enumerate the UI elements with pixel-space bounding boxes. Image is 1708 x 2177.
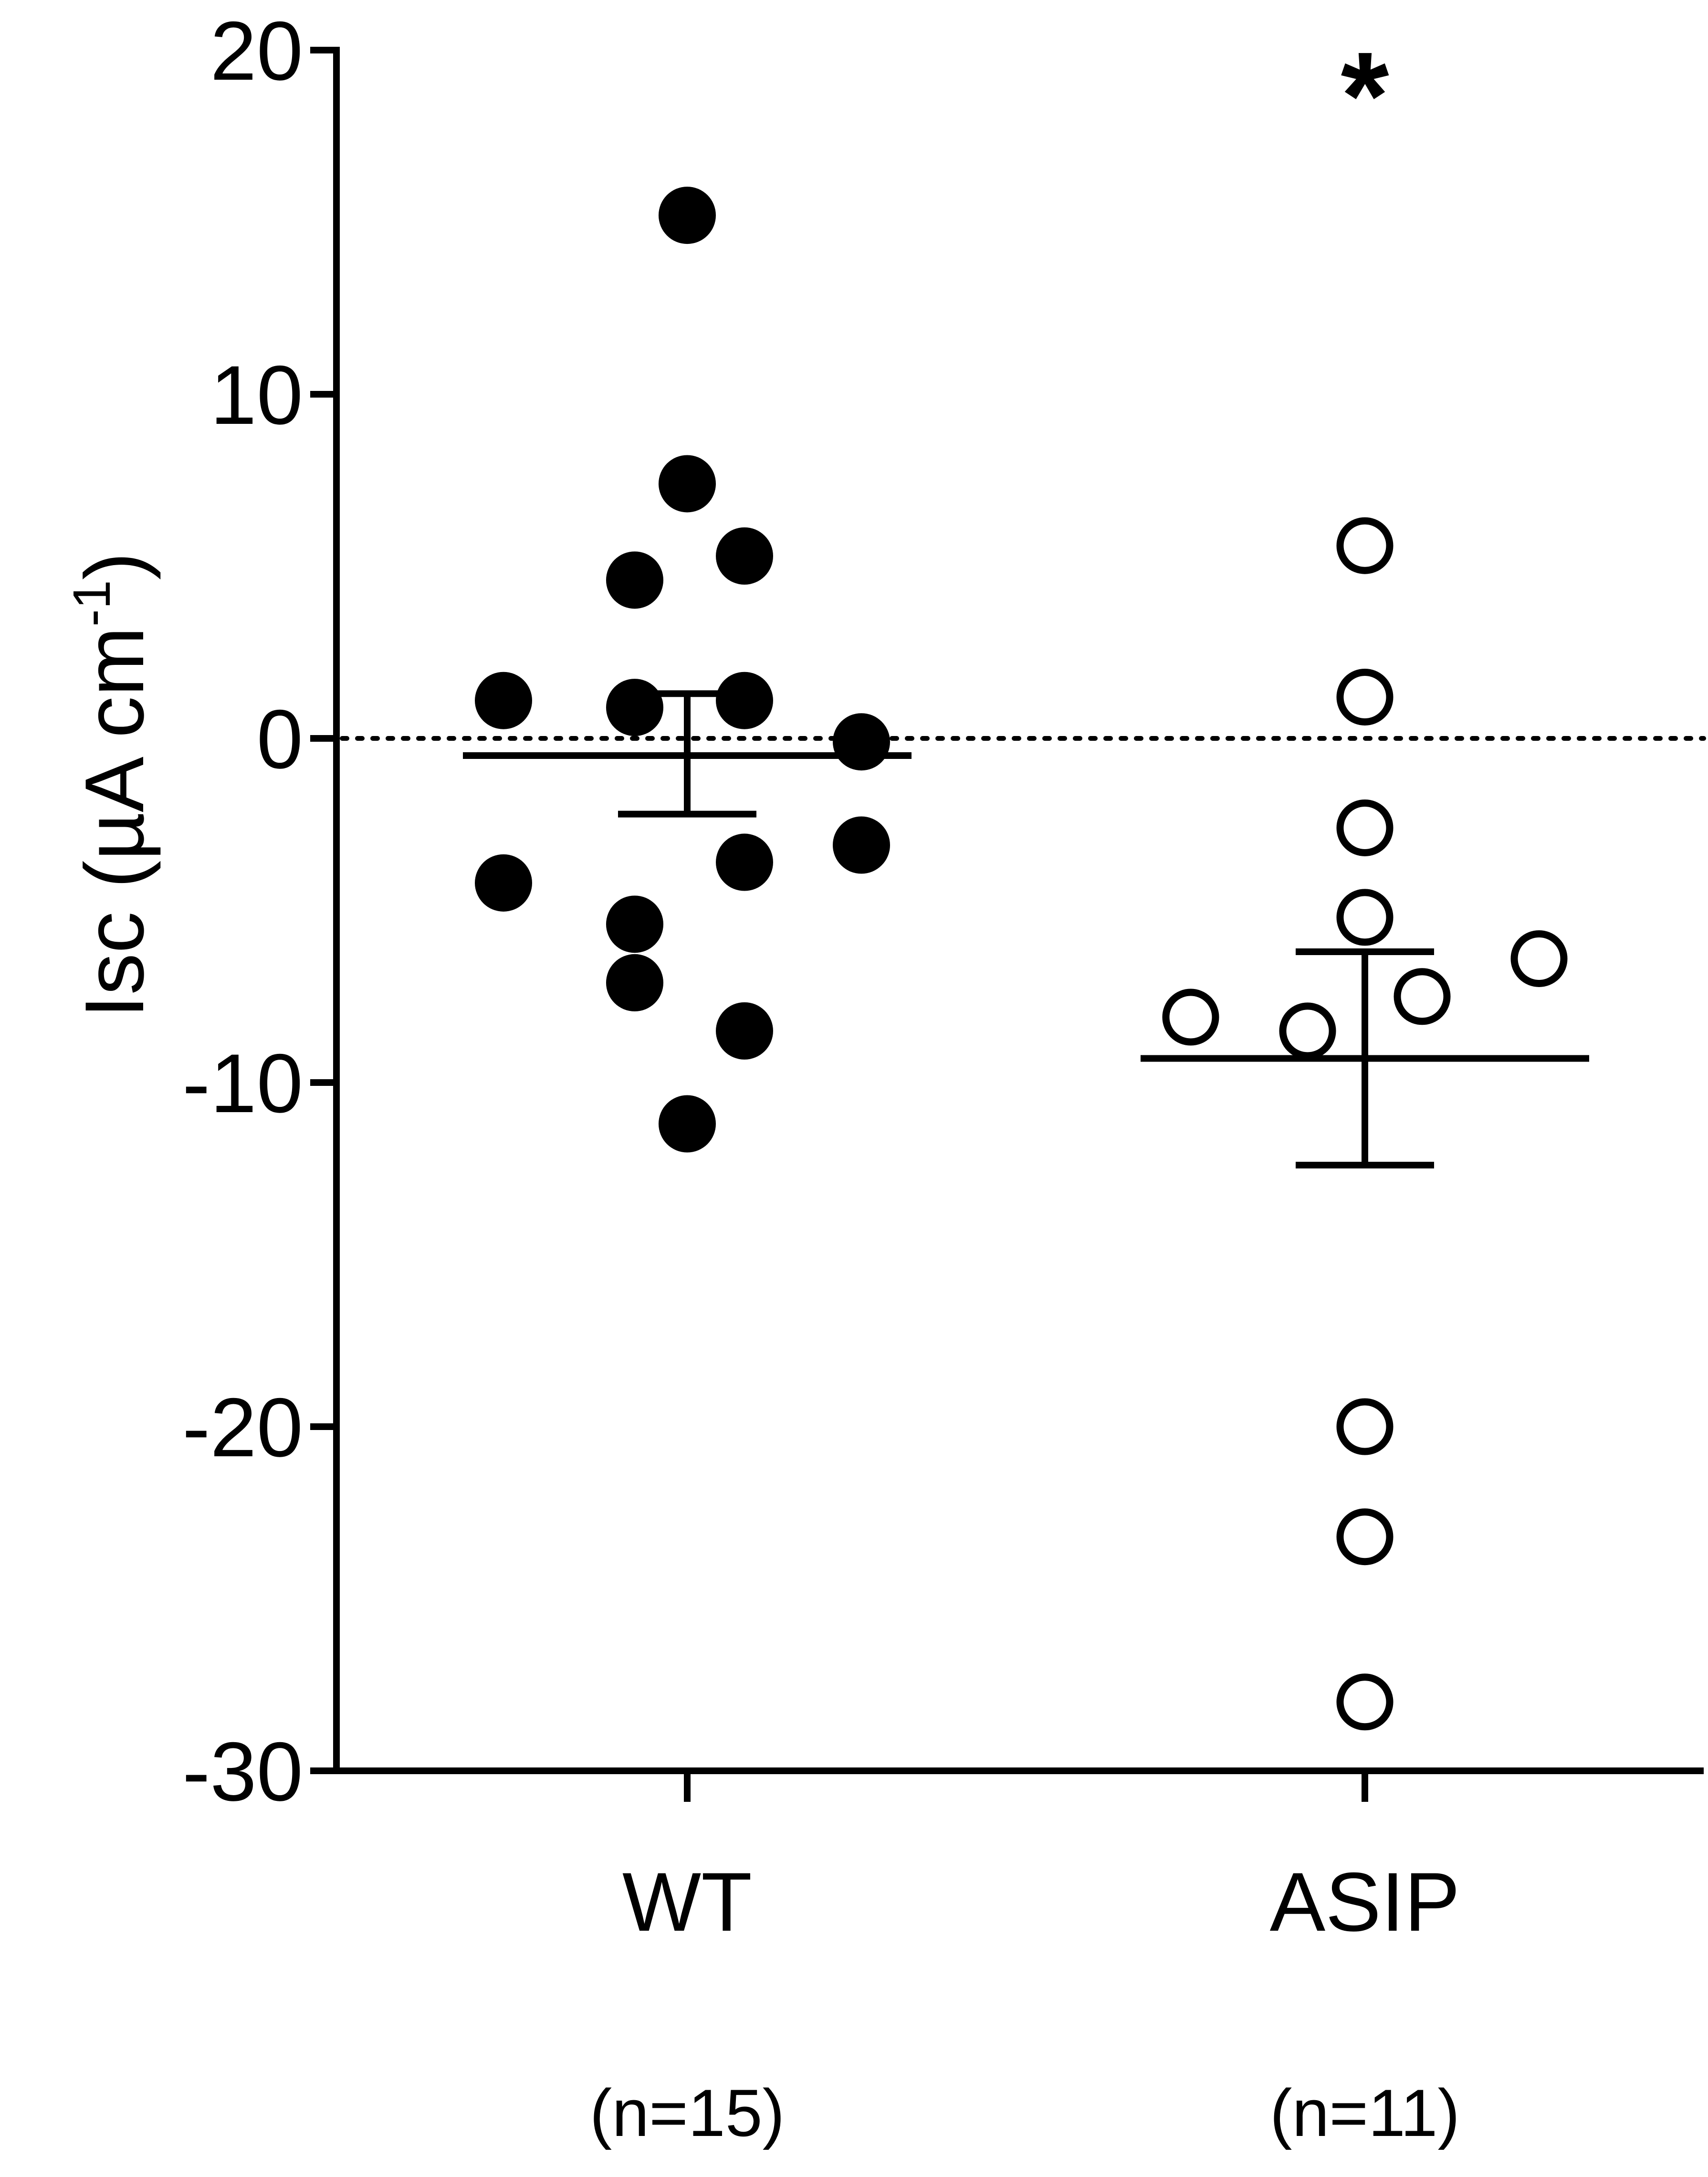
data-point-wt-9	[606, 895, 663, 953]
error-bars-layer	[463, 690, 1589, 1169]
y-tick-label-0: 20	[210, 5, 303, 98]
y-tick-label-2: 0	[257, 693, 303, 786]
x-category-label-wt: WT	[622, 1856, 752, 1949]
data-point-wt-2	[606, 551, 663, 609]
data-point-asip-9	[1336, 1508, 1394, 1566]
sample-size-label-wt: (n=15)	[590, 2075, 785, 2150]
data-point-wt-13	[716, 1002, 773, 1060]
data-point-wt-6	[716, 672, 773, 729]
y-tick-label-5: -30	[182, 1725, 303, 1819]
data-point-asip-8	[1336, 1398, 1394, 1455]
data-point-asip-5	[1394, 968, 1451, 1025]
data-point-asip-7	[1279, 1002, 1336, 1060]
data-point-wt-7	[833, 713, 890, 771]
data-point-asip-0	[1336, 517, 1394, 574]
data-point-asip-6	[1162, 989, 1219, 1046]
y-tick-label-3: -10	[182, 1037, 303, 1130]
data-point-wt-12	[833, 816, 890, 874]
data-point-asip-1	[1336, 668, 1394, 726]
data-point-wt-10	[606, 954, 663, 1011]
data-point-wt-11	[716, 833, 773, 891]
data-point-wt-8	[475, 854, 532, 912]
y-axis-label: Isc (µA cm-1)	[63, 552, 161, 1018]
data-point-wt-1	[659, 455, 716, 513]
data-point-wt-0	[659, 187, 716, 244]
data-point-asip-10	[1336, 1673, 1394, 1731]
significance-marker: *	[1341, 27, 1389, 165]
data-point-wt-14	[659, 1095, 716, 1153]
sample-size-label-asip: (n=11)	[1270, 2075, 1460, 2150]
x-category-label-asip: ASIP	[1270, 1856, 1460, 1949]
data-point-asip-2	[1336, 799, 1394, 856]
data-point-wt-3	[716, 527, 773, 585]
data-points-layer	[475, 187, 1568, 1731]
data-point-wt-4	[475, 672, 532, 729]
x-axis-labels: WT (n=15) ASIP (n=11) *	[590, 27, 1460, 2150]
y-tick-label-4: -20	[182, 1381, 303, 1474]
data-point-asip-3	[1336, 889, 1394, 946]
y-axis-ticks: 20 10 0 -10 -20 -30	[182, 5, 336, 1819]
axes	[333, 47, 1704, 1802]
y-tick-label-1: 10	[210, 349, 303, 442]
data-point-wt-5	[606, 679, 663, 736]
data-point-asip-4	[1510, 930, 1568, 987]
